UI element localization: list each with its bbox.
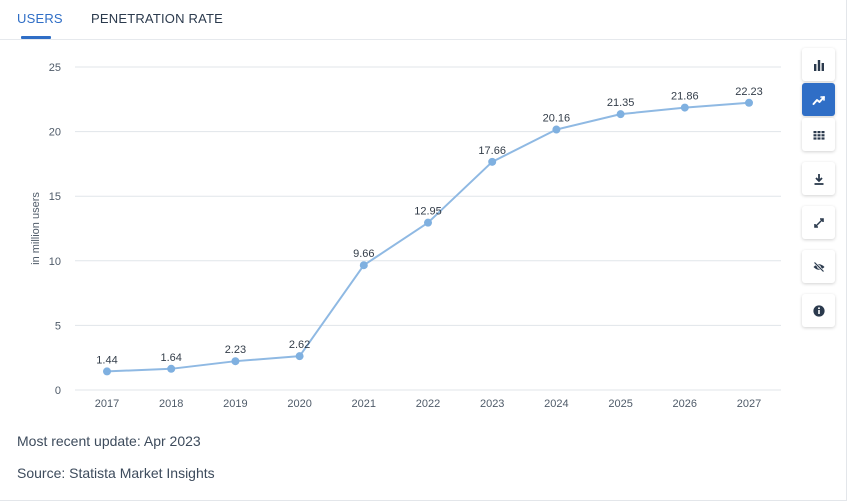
y-tick-label: 20 — [49, 127, 61, 139]
info-icon — [812, 304, 825, 317]
data-point — [231, 357, 240, 366]
y-tick-label: 0 — [55, 385, 61, 397]
x-tick-label: 2023 — [480, 398, 504, 410]
download-button[interactable] — [802, 162, 835, 195]
data-label: 22.23 — [735, 86, 763, 98]
data-point — [103, 367, 111, 376]
info-button[interactable] — [802, 294, 835, 327]
data-point — [745, 98, 753, 107]
data-point — [680, 103, 689, 112]
data-point — [552, 125, 561, 134]
data-point — [295, 352, 304, 361]
x-tick-label: 2026 — [673, 398, 697, 410]
series-line — [106, 101, 750, 373]
tab-bar: USERS PENETRATION RATE — [0, 0, 846, 40]
table-icon — [813, 130, 824, 140]
x-tick-label: 2019 — [223, 398, 247, 410]
data-label: 2.62 — [289, 339, 310, 351]
data-label: 21.86 — [671, 91, 699, 103]
download-icon — [814, 173, 823, 185]
data-point — [167, 364, 176, 373]
y-axis-title: in million users — [30, 192, 42, 265]
active-tab-indicator — [21, 36, 51, 39]
tab-penetration-rate[interactable]: PENETRATION RATE — [91, 11, 224, 26]
data-label: 20.16 — [543, 113, 571, 125]
y-tick-label: 15 — [49, 191, 61, 203]
hide-icon — [813, 261, 824, 272]
data-label: 1.64 — [160, 352, 181, 364]
x-tick-label: 2027 — [737, 398, 761, 410]
x-tick-label: 2024 — [544, 398, 568, 410]
y-tick-label: 5 — [55, 320, 61, 332]
data-point — [488, 157, 497, 166]
update-note: Most recent update: Apr 2023 — [17, 433, 201, 449]
fullscreen-button[interactable] — [802, 206, 835, 239]
table-button[interactable] — [802, 118, 835, 151]
data-label: 21.35 — [607, 97, 635, 109]
tab-users[interactable]: USERS — [17, 11, 63, 26]
line-chart-button[interactable] — [802, 83, 835, 116]
data-point — [616, 110, 625, 119]
hide-button[interactable] — [802, 250, 835, 283]
x-tick-label: 2018 — [159, 398, 183, 410]
line-chart-icon — [812, 95, 825, 105]
data-label: 12.95 — [414, 206, 442, 218]
data-point — [359, 261, 368, 270]
source-note: Source: Statista Market Insights — [17, 465, 215, 481]
x-tick-label: 2021 — [352, 398, 376, 410]
x-tick-label: 2025 — [608, 398, 632, 410]
y-tick-label: 25 — [49, 62, 61, 74]
y-tick-label: 10 — [49, 256, 61, 268]
bar-chart-icon — [813, 59, 824, 71]
data-label: 9.66 — [353, 248, 374, 260]
data-label: 1.44 — [96, 354, 117, 366]
data-label: 17.66 — [478, 145, 506, 157]
bar-chart-button[interactable] — [802, 48, 835, 81]
x-tick-label: 2017 — [95, 398, 119, 410]
x-tick-label: 2022 — [416, 398, 440, 410]
data-point — [424, 218, 432, 227]
fullscreen-icon — [813, 217, 824, 228]
data-label: 2.23 — [225, 344, 246, 356]
x-tick-label: 2020 — [287, 398, 311, 410]
